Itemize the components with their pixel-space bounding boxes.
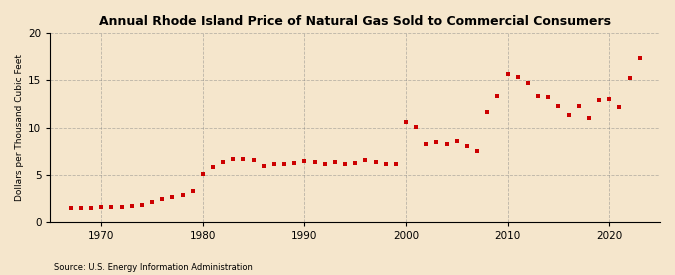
Point [126,204,137,209]
Point [350,161,360,166]
Point [563,113,574,117]
Point [462,144,472,148]
Point [441,141,452,146]
Point [238,156,249,161]
Point [401,120,412,124]
Point [340,162,350,166]
Point [593,98,604,102]
Point [279,162,290,166]
Point [512,75,523,79]
Point [502,72,513,76]
Point [259,164,269,168]
Point [492,93,503,98]
Point [553,104,564,108]
Point [380,162,391,166]
Title: Annual Rhode Island Price of Natural Gas Sold to Commercial Consumers: Annual Rhode Island Price of Natural Gas… [99,15,612,28]
Point [269,162,279,166]
Point [187,189,198,193]
Point [208,165,219,169]
Point [289,161,300,166]
Y-axis label: Dollars per Thousand Cubic Feet: Dollars per Thousand Cubic Feet [15,54,24,201]
Point [146,200,157,204]
Point [411,124,422,129]
Point [370,160,381,164]
Point [136,203,147,207]
Point [573,104,584,108]
Point [86,205,97,210]
Point [533,94,543,99]
Point [360,157,371,162]
Point [299,159,310,164]
Point [614,104,625,109]
Point [604,97,615,101]
Point [319,162,330,166]
Point [624,75,635,80]
Point [177,193,188,197]
Point [543,95,554,100]
Point [76,206,86,210]
Point [106,205,117,209]
Point [167,194,178,199]
Point [218,160,229,164]
Point [329,160,340,164]
Point [522,81,533,86]
Point [634,56,645,60]
Point [482,110,493,114]
Point [96,205,107,209]
Text: Source: U.S. Energy Information Administration: Source: U.S. Energy Information Administ… [54,263,253,272]
Point [583,116,594,120]
Point [228,156,239,161]
Point [309,160,320,164]
Point [472,148,483,153]
Point [65,206,76,210]
Point [248,158,259,162]
Point [197,172,208,176]
Point [157,197,167,201]
Point [452,139,462,143]
Point [431,139,442,144]
Point [390,162,401,166]
Point [116,205,127,209]
Point [421,141,432,146]
